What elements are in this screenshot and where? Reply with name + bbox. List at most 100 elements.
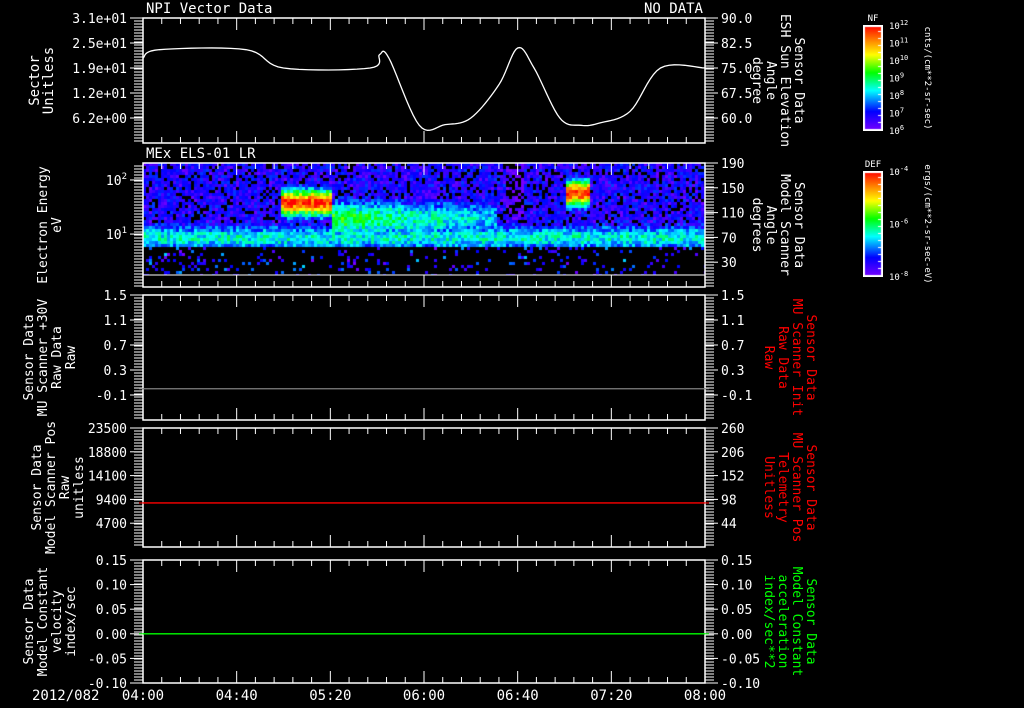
panel-frame [142, 559, 706, 684]
left-tick-label: 18800 [88, 446, 127, 461]
right-axis-title: Sensor DataMU Scanner InitRaw DataRaw [761, 299, 818, 416]
time-label: 06:40 [497, 688, 539, 704]
left-tick-label: 0.15 [96, 554, 127, 569]
panel-frame [142, 17, 706, 144]
def-colorbar [863, 171, 883, 277]
colorbar-label: 10-6 [889, 218, 908, 231]
time-label: 08:00 [684, 688, 726, 704]
right-tick-label: 0.3 [721, 364, 744, 379]
colorbar-label: 107 [889, 107, 904, 120]
colorbar-title: NF [868, 14, 879, 24]
right-tick-label: 90.0 [721, 12, 752, 27]
right-tick-label: 190 [721, 157, 744, 172]
right-tick-label: -0.10 [721, 677, 760, 692]
left-axis-title: Sensor DataModel Scanner PosRawunitless [30, 421, 87, 554]
right-tick-label: 75.0 [721, 62, 752, 77]
left-tick-label: 4700 [96, 517, 127, 532]
right-tick-label: 44 [721, 517, 737, 532]
right-tick-label: 260 [721, 422, 744, 437]
left-tick-label: -0.05 [88, 652, 127, 667]
left-tick-label: 14100 [88, 470, 127, 485]
time-label: 06:00 [403, 688, 445, 704]
panel-5 [142, 559, 706, 684]
right-tick-label: 30 [721, 256, 737, 271]
colorbar-label: 10-4 [889, 165, 908, 178]
right-tick-label: 150 [721, 182, 744, 197]
left-tick-label: 0.7 [104, 339, 127, 354]
colorbar-label: 109 [889, 72, 904, 85]
top-title: NPI Vector Data [146, 1, 272, 17]
electron-spectrogram [143, 163, 705, 275]
series-line-esh-sun-elevation-angle [142, 46, 706, 131]
left-tick-label: 6.2e+00 [72, 112, 127, 127]
colorbar-units: ergs/(cm**2-sr-sec-eV) [922, 164, 932, 283]
left-tick-label: 1.1 [104, 314, 127, 329]
time-label: 07:20 [590, 688, 632, 704]
spectrogram-title: MEx ELS-01 LR [146, 146, 256, 162]
left-tick-label: 0.00 [96, 628, 127, 643]
panel-frame [142, 294, 706, 421]
colorbar-label: 10-8 [889, 270, 908, 283]
left-axis-title: Electron EnergyeV [36, 166, 65, 284]
left-tick-label: 1.2e+01 [72, 87, 127, 102]
left-tick-label: 101 [106, 226, 127, 243]
right-tick-label: 0.05 [721, 603, 752, 618]
right-tick-label: 152 [721, 470, 744, 485]
colorbar-label: 1010 [889, 54, 908, 67]
left-tick-label: 23500 [88, 422, 127, 437]
time-label: 05:20 [309, 688, 351, 704]
panel-frame [142, 162, 706, 288]
right-tick-label: 70 [721, 231, 737, 246]
left-axis-title: Sensor DataMU Scanner +30VRaw DataRaw [22, 299, 79, 417]
left-tick-label: 9400 [96, 493, 127, 508]
left-tick-label: 1.9e+01 [72, 62, 127, 77]
left-tick-label: 0.10 [96, 579, 127, 594]
panel-3 [142, 294, 706, 421]
panel-frame [142, 427, 706, 548]
no-data-label: NO DATA [644, 1, 704, 17]
right-tick-label: 206 [721, 446, 744, 461]
colorbar-label: 108 [889, 89, 904, 102]
nf-colorbar [863, 25, 883, 131]
left-axis-title: SectorUnitless [27, 47, 57, 114]
right-axis-title: Sensor DataESH Sun ElevationAngledegree [749, 14, 806, 147]
colorbar-label: 1012 [889, 19, 908, 32]
right-axis-title: Sensor DataModel ScannerAngledegrees [749, 174, 806, 276]
panel-1 [142, 17, 706, 144]
date-label: 2012/082 [32, 688, 99, 704]
right-tick-label: 1.5 [721, 289, 744, 304]
right-tick-label: -0.05 [721, 652, 760, 667]
colorbar-label: 106 [889, 124, 904, 137]
right-tick-label: -0.1 [721, 389, 752, 404]
right-tick-label: 110 [721, 207, 744, 222]
right-tick-label: 98 [721, 493, 737, 508]
right-tick-label: 0.00 [721, 628, 752, 643]
left-tick-label: 1.5 [104, 289, 127, 304]
panel-4 [142, 427, 706, 548]
colorbar-label: 1011 [889, 37, 908, 50]
left-tick-label: 102 [106, 172, 127, 189]
colorbar-units: cnts/(cm**2-sr-sec) [922, 27, 932, 130]
time-label: 04:40 [216, 688, 258, 704]
time-label: 04:00 [122, 688, 164, 704]
panel-2 [142, 162, 706, 288]
right-tick-label: 67.5 [721, 87, 752, 102]
right-tick-label: 1.1 [721, 314, 744, 329]
left-tick-label: 2.5e+01 [72, 37, 127, 52]
left-tick-label: -0.10 [88, 677, 127, 692]
right-tick-label: 0.15 [721, 554, 752, 569]
left-tick-label: 3.1e+01 [72, 12, 127, 27]
colorbar-title: DEF [865, 160, 881, 170]
left-tick-label: 0.05 [96, 603, 127, 618]
right-tick-label: 0.7 [721, 339, 744, 354]
left-axis-title: Sensor DataModel Constantvelocityindex/s… [22, 567, 79, 677]
left-tick-label: -0.1 [96, 389, 127, 404]
right-tick-label: 82.5 [721, 37, 752, 52]
right-axis-title: Sensor DataMU Scanner PosTelemetryUnitle… [761, 433, 818, 543]
left-tick-label: 0.3 [104, 364, 127, 379]
right-tick-label: 60.0 [721, 112, 752, 127]
right-axis-title: Sensor DataModel Constantaccelerationind… [761, 567, 818, 677]
right-tick-label: 0.10 [721, 579, 752, 594]
